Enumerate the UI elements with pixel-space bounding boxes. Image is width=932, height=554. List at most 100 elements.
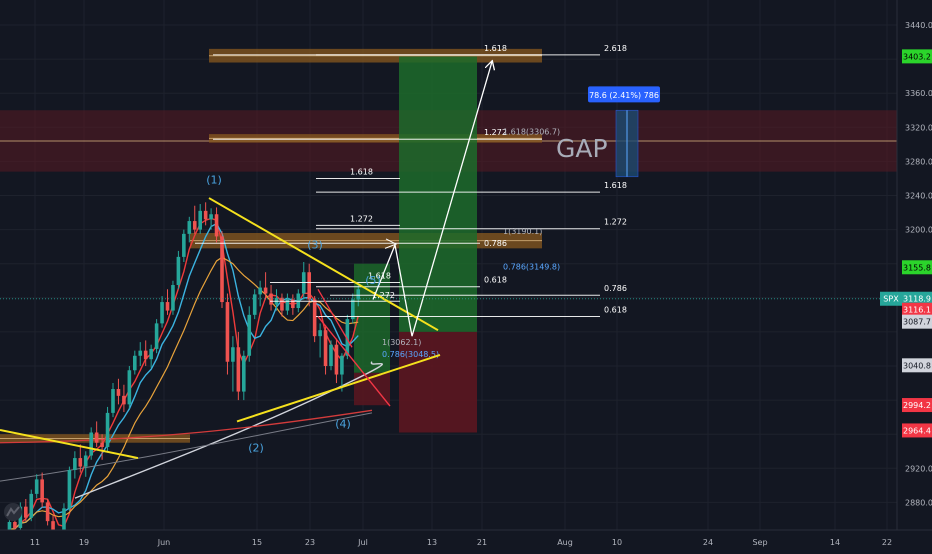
candle-body [83,455,88,467]
candle-body [143,350,148,360]
gap-label: GAP [556,134,608,163]
trade-box-loss [399,331,477,433]
fib-label: 1(3062.1) [382,338,421,347]
time-tick-label: 21 [477,538,487,547]
time-axis: 11 19 Jun 15 23 Jul 13 21 Aug 10 24 Sep 14 22 [0,529,932,550]
time-tick-label: 13 [427,538,437,547]
fib-label: 1(3190.1) [503,227,542,236]
trendlines [0,197,441,460]
fib-label: 0.618 [484,276,507,285]
candle-body [62,508,66,533]
candle-body [149,348,153,360]
time-tick-label: 10 [612,538,622,547]
candle-body [329,344,333,366]
time-tick-label: 14 [830,538,840,547]
price-tick-label: 2920.0 [905,464,932,473]
candle-body [351,299,355,320]
candle-body [111,389,115,413]
wave-label: (2) [248,441,264,454]
time-tick-label: Jul [357,538,368,547]
measure-badge [588,86,660,103]
fib-label: 1.272 [604,218,627,227]
trendline-red-short [317,288,353,348]
time-tick-label: Sep [752,538,767,547]
trade-box-profit [399,56,477,332]
price-tick-label: 2880.0 [905,498,932,507]
ma-grey [0,412,373,482]
price-badge [902,314,932,329]
time-tick-label: 22 [882,538,892,547]
fib-label: 0.786 [484,239,507,248]
candle-body [258,287,262,295]
fib-label: 1.618 [604,181,627,190]
price-badge-text: 3116.1 [903,306,931,315]
ma-white [74,361,383,499]
candle-body [236,347,241,392]
price-badge [902,49,932,64]
tradingview-logo [4,503,22,521]
price-tick-label: 3320.0 [905,123,932,132]
wave-label: (4) [335,417,351,430]
candle-body [280,297,284,311]
candle-body [34,479,39,494]
candle-body [209,214,213,220]
fib-label: 0.786 [604,284,627,293]
candle-body [192,221,197,230]
wave-label: (1) [206,174,222,187]
fib-label: 1.272 [350,214,373,223]
candle-body [242,355,246,392]
price-badge-text: 3118.9 [903,295,931,304]
fib-label: 2.618 [604,44,627,53]
price-badge-text: 2964.4 [903,426,931,435]
candle-body [187,221,192,234]
time-tick-label: 24 [703,538,713,547]
candle-body [285,299,290,311]
projection-path [372,62,492,337]
logo-icon [6,506,20,517]
candle-body [13,522,17,528]
small-box-profit [354,263,390,373]
price-tick-label: 3360.0 [905,89,932,98]
measure-badge-text: 78.6 (2.41%) 786 [589,91,659,100]
candle-body [198,210,202,230]
candle-body [105,412,110,447]
candle-body [231,347,235,362]
candle-body [214,214,219,237]
candle-body [133,355,137,371]
candle-body [160,302,164,324]
price-badge [902,358,932,373]
trendline-yellow [236,353,441,423]
wave-label: (5) [365,274,381,287]
candle-body [247,314,252,356]
candle-body [154,323,159,349]
projection-arrows [372,62,492,337]
candle-body [291,299,295,309]
candle-body [100,442,104,447]
price-tick-label: 3280.0 [905,157,932,166]
symbol-badge-text: SPX [883,295,899,304]
time-tick-label: Jun [157,538,171,547]
fib-label: 0.786(3149.8) [503,262,560,271]
candle-body [340,355,344,375]
candle-body [67,470,72,509]
candle-body [356,289,361,300]
price-tick-label: 3200.0 [905,226,932,235]
fib-label: 1.272 [484,128,507,137]
annotations: GAP 78.6 (2.41%) 786 [556,86,660,163]
candle-body [40,479,44,503]
price-badge-text: 3403.2 [903,52,931,61]
candle-body [127,370,132,405]
candle-body [138,350,143,356]
candle-body [252,294,257,315]
trendline-yellow [208,197,439,332]
trade-box [354,56,639,433]
price-tick-label: 3240.0 [905,192,932,201]
candle-body [171,285,175,311]
time-tick-label: 19 [79,538,89,547]
candle-body [307,272,311,300]
candle-body [89,432,93,456]
candle-body [78,458,83,467]
candle-body [269,293,273,305]
